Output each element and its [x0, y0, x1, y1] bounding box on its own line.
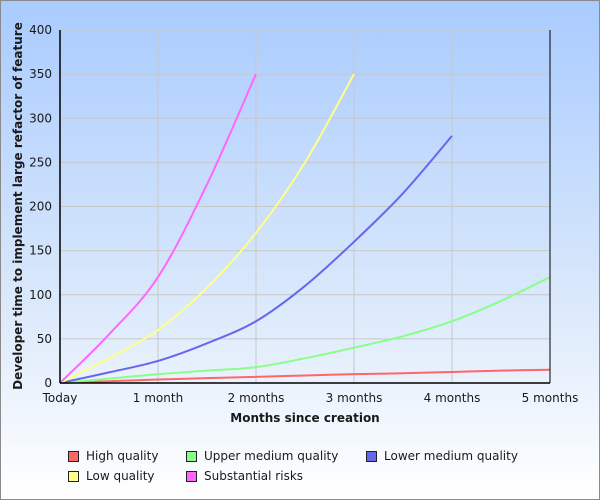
y-tick-label: 0 — [44, 376, 52, 390]
y-tick-label: 150 — [29, 244, 52, 258]
x-tick-label: 3 months — [326, 391, 383, 405]
legend-label: Lower medium quality — [384, 449, 518, 463]
legend-label: High quality — [86, 449, 159, 463]
x-tick-label: 5 months — [522, 391, 579, 405]
legend-label: Upper medium quality — [204, 449, 339, 463]
y-axis-title: Developer time to implement large refact… — [11, 22, 25, 390]
legend-item-low-quality[interactable]: Low quality — [68, 469, 186, 483]
x-tick-label: 1 month — [133, 391, 183, 405]
y-axis-ticks: 0 50 100 150 200 250 300 350 400 — [29, 23, 52, 390]
y-tick-label: 250 — [29, 155, 52, 169]
legend: High quality Upper medium quality Lower … — [68, 446, 568, 486]
series-lines — [59, 73, 551, 384]
series-line — [59, 73, 257, 384]
y-tick-label: 400 — [29, 23, 52, 37]
x-tick-label: Today — [42, 391, 78, 405]
x-tick-label: 2 months — [228, 391, 285, 405]
x-axis-ticks: Today 1 month 2 months 3 months 4 months 5 mo… — [42, 391, 579, 405]
legend-swatch-yellow — [68, 470, 79, 482]
legend-swatch-blue — [366, 450, 377, 462]
y-tick-label: 50 — [37, 332, 52, 346]
legend-row-2: Low quality Substantial risks — [68, 466, 568, 486]
y-tick-label: 300 — [29, 111, 52, 125]
legend-swatch-red — [68, 450, 79, 462]
legend-item-substantial-risks[interactable]: Substantial risks — [186, 469, 303, 483]
legend-row-1: High quality Upper medium quality Lower … — [68, 446, 568, 466]
legend-item-high-quality[interactable]: High quality — [68, 449, 186, 463]
series-line — [59, 276, 551, 384]
legend-label: Substantial risks — [204, 469, 304, 483]
y-tick-label: 100 — [29, 288, 52, 302]
legend-item-lower-medium-quality[interactable]: Lower medium quality — [366, 449, 518, 463]
legend-item-upper-medium-quality[interactable]: Upper medium quality — [186, 449, 366, 463]
x-axis-title: Months since creation — [230, 411, 379, 425]
legend-swatch-green — [186, 450, 197, 462]
series-line — [59, 135, 453, 384]
plot-area — [59, 29, 551, 384]
y-tick-label: 350 — [29, 67, 52, 81]
gridlines — [60, 29, 551, 383]
series-line — [59, 368, 551, 384]
legend-swatch-magenta — [186, 470, 197, 482]
series-line — [59, 73, 355, 384]
legend-label: Low quality — [86, 469, 155, 483]
x-tick-label: 4 months — [424, 391, 481, 405]
y-tick-label: 200 — [29, 200, 52, 214]
